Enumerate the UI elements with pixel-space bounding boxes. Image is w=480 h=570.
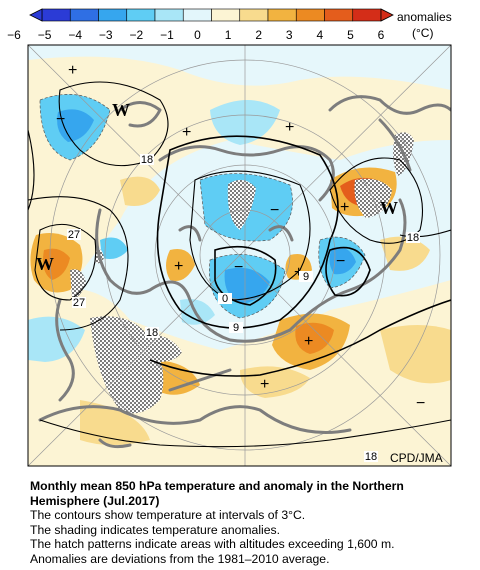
contour-label: 0	[222, 293, 228, 305]
colorbar-tick-label: −2	[129, 28, 143, 42]
contour-label-bg	[67, 229, 81, 240]
figure-caption: Monthly mean 850 hPa temperature and ano…	[30, 479, 470, 567]
colorbar-tick-label: −3	[99, 28, 113, 42]
high-altitude-hatching	[70, 132, 414, 414]
contour-label-bg	[364, 451, 378, 462]
coastlines	[38, 95, 451, 449]
minus-sign: −	[234, 259, 243, 276]
temperature-anomaly-map: W W W + + + + + + + + − − − − − 18272718…	[27, 44, 452, 467]
colorbar-tick-label: 0	[194, 28, 201, 42]
map-credit: CPD/JMA	[390, 451, 443, 465]
contour-label-bg	[229, 322, 243, 333]
contour-label-bg	[140, 154, 154, 165]
colorbar-tick-label: 6	[378, 28, 385, 42]
colorbar-tick-label: 4	[316, 28, 323, 42]
minus-sign: −	[56, 111, 65, 128]
contour-label: 27	[68, 229, 80, 241]
plus-sign: +	[285, 119, 294, 136]
colorbar-tick-label: −5	[38, 28, 52, 42]
colorbar-arrow-left	[29, 8, 43, 22]
colorbar-tick-label: −1	[160, 28, 174, 42]
warm-marker: W	[36, 254, 54, 274]
colorbar-arrow-right	[380, 8, 394, 22]
anomaly-zero-lines	[39, 94, 366, 319]
caption-line: The shading indicates temperature anomal…	[30, 522, 280, 537]
warm-marker: W	[112, 100, 130, 120]
contour-label-bg	[299, 271, 313, 282]
minus-sign: −	[336, 253, 345, 270]
contour-label-bg	[145, 327, 159, 338]
colorbar-unit-label: anomalies	[397, 10, 452, 24]
polar-grid	[28, 45, 451, 466]
contour-label: 18	[146, 327, 158, 339]
minus-sign: −	[270, 202, 279, 219]
colorbar-tick-label: 3	[286, 28, 293, 42]
contour-label: 27	[73, 297, 85, 309]
plus-sign: +	[304, 333, 313, 350]
contour-label: 9	[233, 322, 239, 334]
contour-labels: 18 27 27 18 0 9 9 18 18	[67, 154, 420, 463]
caption-line: The contours show temperature at interva…	[30, 508, 306, 523]
sign-markers: + + + + + + + + − − − − −	[56, 62, 425, 412]
contour-label: 9	[303, 271, 309, 283]
anomaly-markers: W W W	[36, 100, 398, 274]
contour-label: 18	[407, 232, 419, 244]
colorbar-tick-label: 1	[225, 28, 232, 42]
plus-sign: +	[174, 258, 183, 275]
colorbar: −6 −5 −4 −3 −2 −1 0 1 2 3 4 5 6	[7, 8, 394, 42]
contour-label-bg	[218, 293, 232, 304]
colorbar-unit: (°C)	[412, 26, 434, 40]
map-frame	[27, 44, 452, 467]
colorbar-tick-label: −4	[68, 28, 82, 42]
plus-sign: +	[182, 124, 191, 141]
contour-label: 18	[141, 154, 153, 166]
caption-line: Anomalies are deviations from the 1981–2…	[30, 551, 330, 566]
warm-marker: W	[380, 198, 398, 218]
plus-sign: +	[68, 62, 77, 79]
colorbar-tick-label: −6	[7, 28, 21, 42]
contour-label: 18	[365, 451, 377, 463]
caption-title-line-1: Monthly mean 850 hPa temperature and ano…	[30, 479, 404, 493]
contour-label-bg	[72, 297, 86, 308]
plus-sign: +	[294, 264, 303, 281]
colorbar-tick-label: 5	[347, 28, 354, 42]
minus-sign: −	[416, 395, 425, 412]
contour-label-bg	[406, 232, 420, 243]
colorbar-tick-label: 2	[255, 28, 262, 42]
plus-sign: +	[260, 376, 269, 393]
plus-sign: +	[340, 199, 349, 216]
caption-title-line-2: Hemisphere (Jul.2017)	[30, 493, 160, 508]
caption-line: The hatch patterns indicate areas with a…	[30, 537, 395, 552]
